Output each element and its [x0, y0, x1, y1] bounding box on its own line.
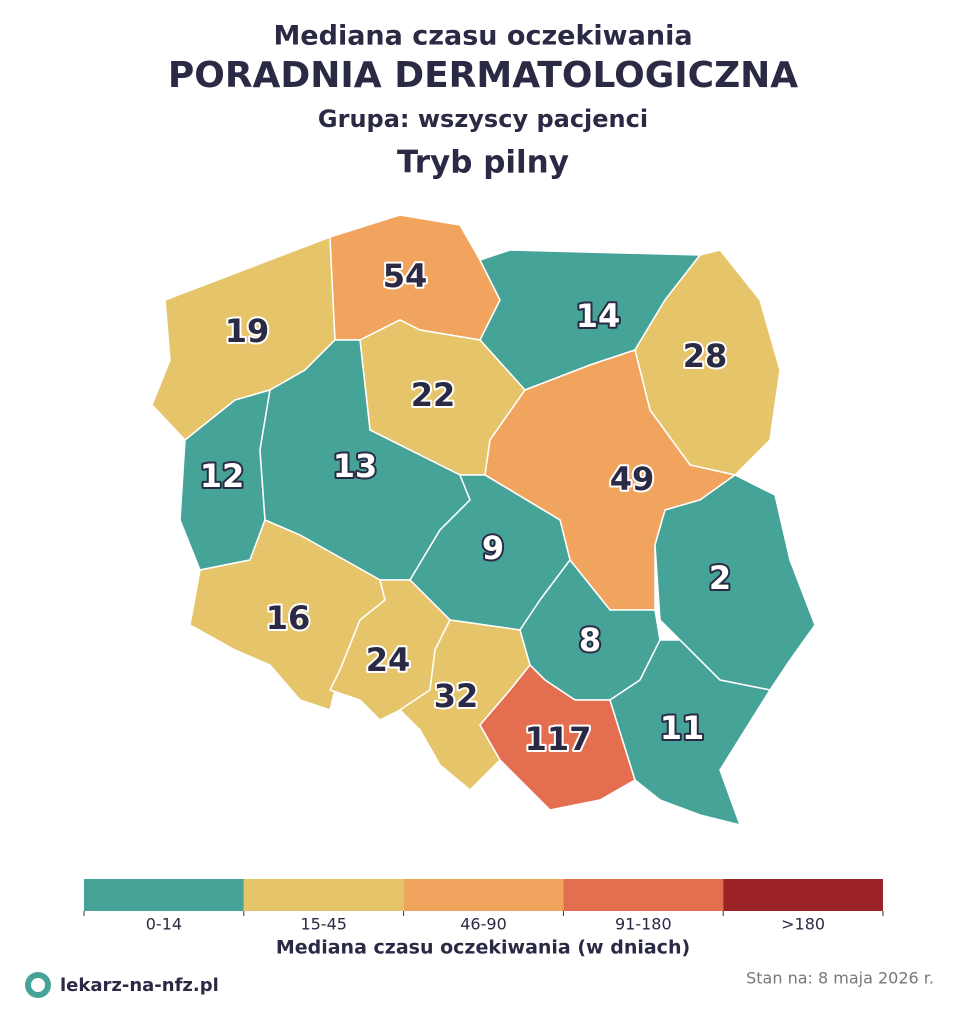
legend-title: Mediana czasu oczekiwania (w dniach) — [276, 937, 690, 959]
subtitle: Mediana czasu oczekiwania — [273, 21, 692, 52]
legend-label: 15-45 — [300, 915, 347, 934]
region-value: 13 — [333, 447, 378, 485]
legend-swatch — [84, 879, 244, 911]
region-value: 8 — [579, 621, 601, 659]
region-value: 22 — [411, 376, 456, 414]
group: Grupa: wszyscy pacjenci — [318, 105, 648, 133]
legend: 0-14 15-45 46-90 91-180 >180 — [83, 879, 884, 934]
legend-swatch — [403, 879, 564, 911]
legend-label: 46-90 — [460, 915, 507, 934]
region-value: 2 — [709, 559, 731, 597]
date: Stan na: 8 maja 2026 r. — [746, 969, 934, 988]
brand[interactable]: lekarz-na-nfz.pl — [60, 975, 219, 996]
title: PORADNIA DERMATOLOGICZNA — [168, 55, 798, 96]
region-value: 117 — [525, 720, 592, 758]
region-value: 16 — [266, 599, 311, 637]
legend-label: 91-180 — [615, 915, 672, 934]
region-value: 28 — [683, 337, 728, 375]
legend-swatch — [243, 879, 404, 911]
region-value: 11 — [660, 709, 705, 747]
legend-swatch — [723, 879, 883, 911]
legend-label: 0-14 — [146, 915, 182, 934]
region-value: 14 — [576, 297, 621, 335]
map: 19 54 14 28 22 12 13 49 9 2 16 24 32 8 117 11 — [151, 214, 816, 827]
region-value: 19 — [225, 312, 270, 350]
region-value: 32 — [434, 677, 479, 715]
region-value: 9 — [482, 529, 504, 567]
region — [479, 663, 636, 811]
region-value: 49 — [610, 460, 655, 498]
logo-inner — [31, 978, 45, 992]
region — [609, 639, 772, 827]
region-value: 24 — [366, 641, 411, 679]
region-value: 54 — [383, 257, 428, 295]
legend-label: >180 — [781, 915, 825, 934]
mode: Tryb pilny — [397, 145, 569, 181]
legend-swatch — [563, 879, 724, 911]
region-value: 12 — [200, 457, 245, 495]
